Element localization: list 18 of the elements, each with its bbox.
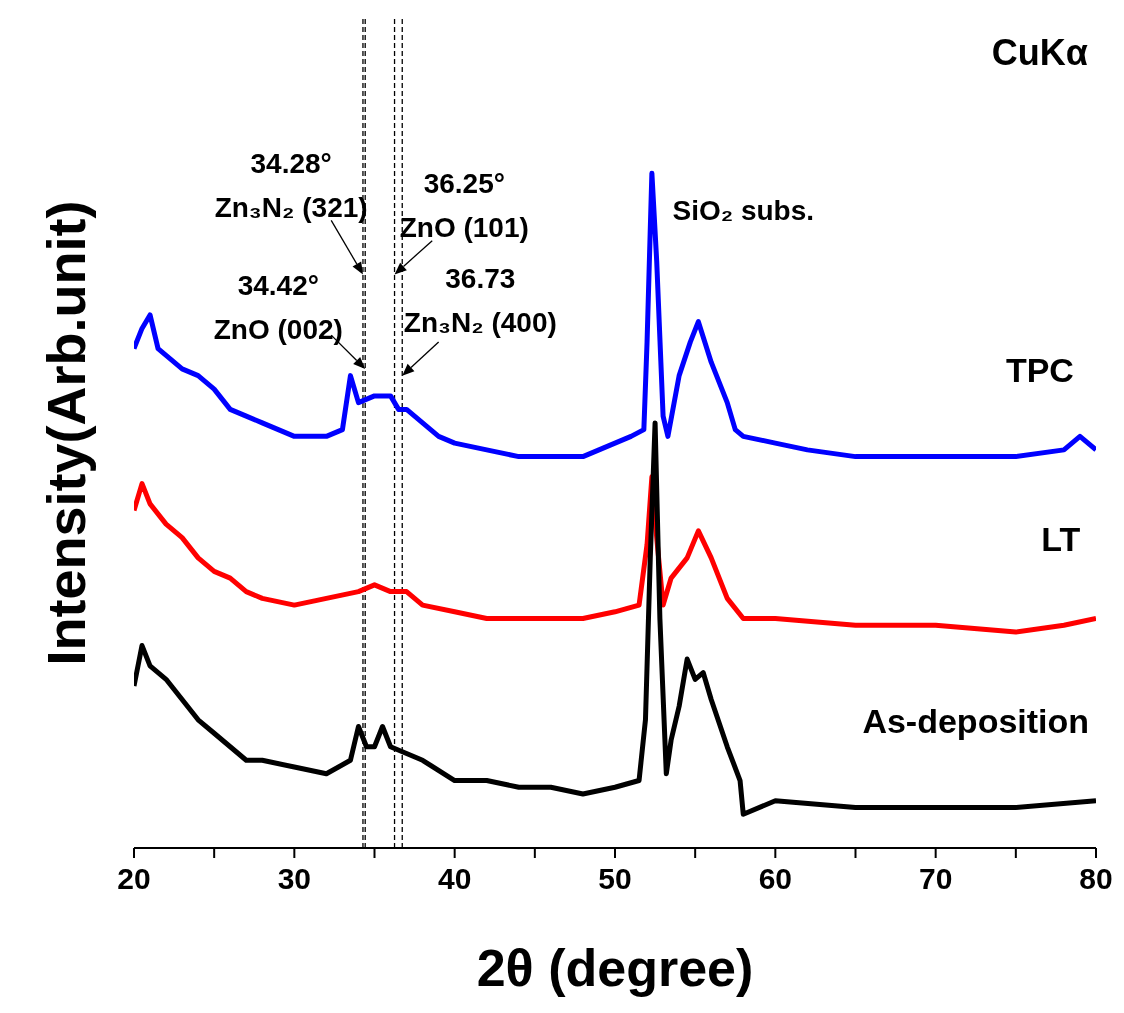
x-axis-title: 2θ (degree) <box>476 939 754 997</box>
ref-line-label: 34.28° Zn₃N₂ (321) <box>214 148 368 224</box>
series-label: LT <box>1041 520 1081 559</box>
ref-line-label: 36.73 Zn₃N₂ (400) <box>403 262 557 338</box>
ref-line-label: 36.25° ZnO (101) <box>399 168 529 244</box>
annotation: SiO₂ subs. <box>672 195 815 227</box>
x-tick-label: 30 <box>277 862 312 896</box>
x-tick-label: 70 <box>918 862 953 896</box>
y-axis-title: Intensity(Arb.unit) <box>35 200 97 666</box>
x-tick-label: 80 <box>1079 862 1113 896</box>
x-tick-label: 50 <box>598 862 632 896</box>
ref-line-label: 34.42° ZnO (002) <box>213 269 343 345</box>
text: CuKα <box>991 32 1088 74</box>
x-tick-label: 40 <box>437 862 472 896</box>
x-tick-label: 20 <box>117 862 151 896</box>
x-tick-label: 60 <box>758 862 793 896</box>
series-label: TPC <box>1005 351 1074 390</box>
series-label: As-deposition <box>862 702 1090 741</box>
